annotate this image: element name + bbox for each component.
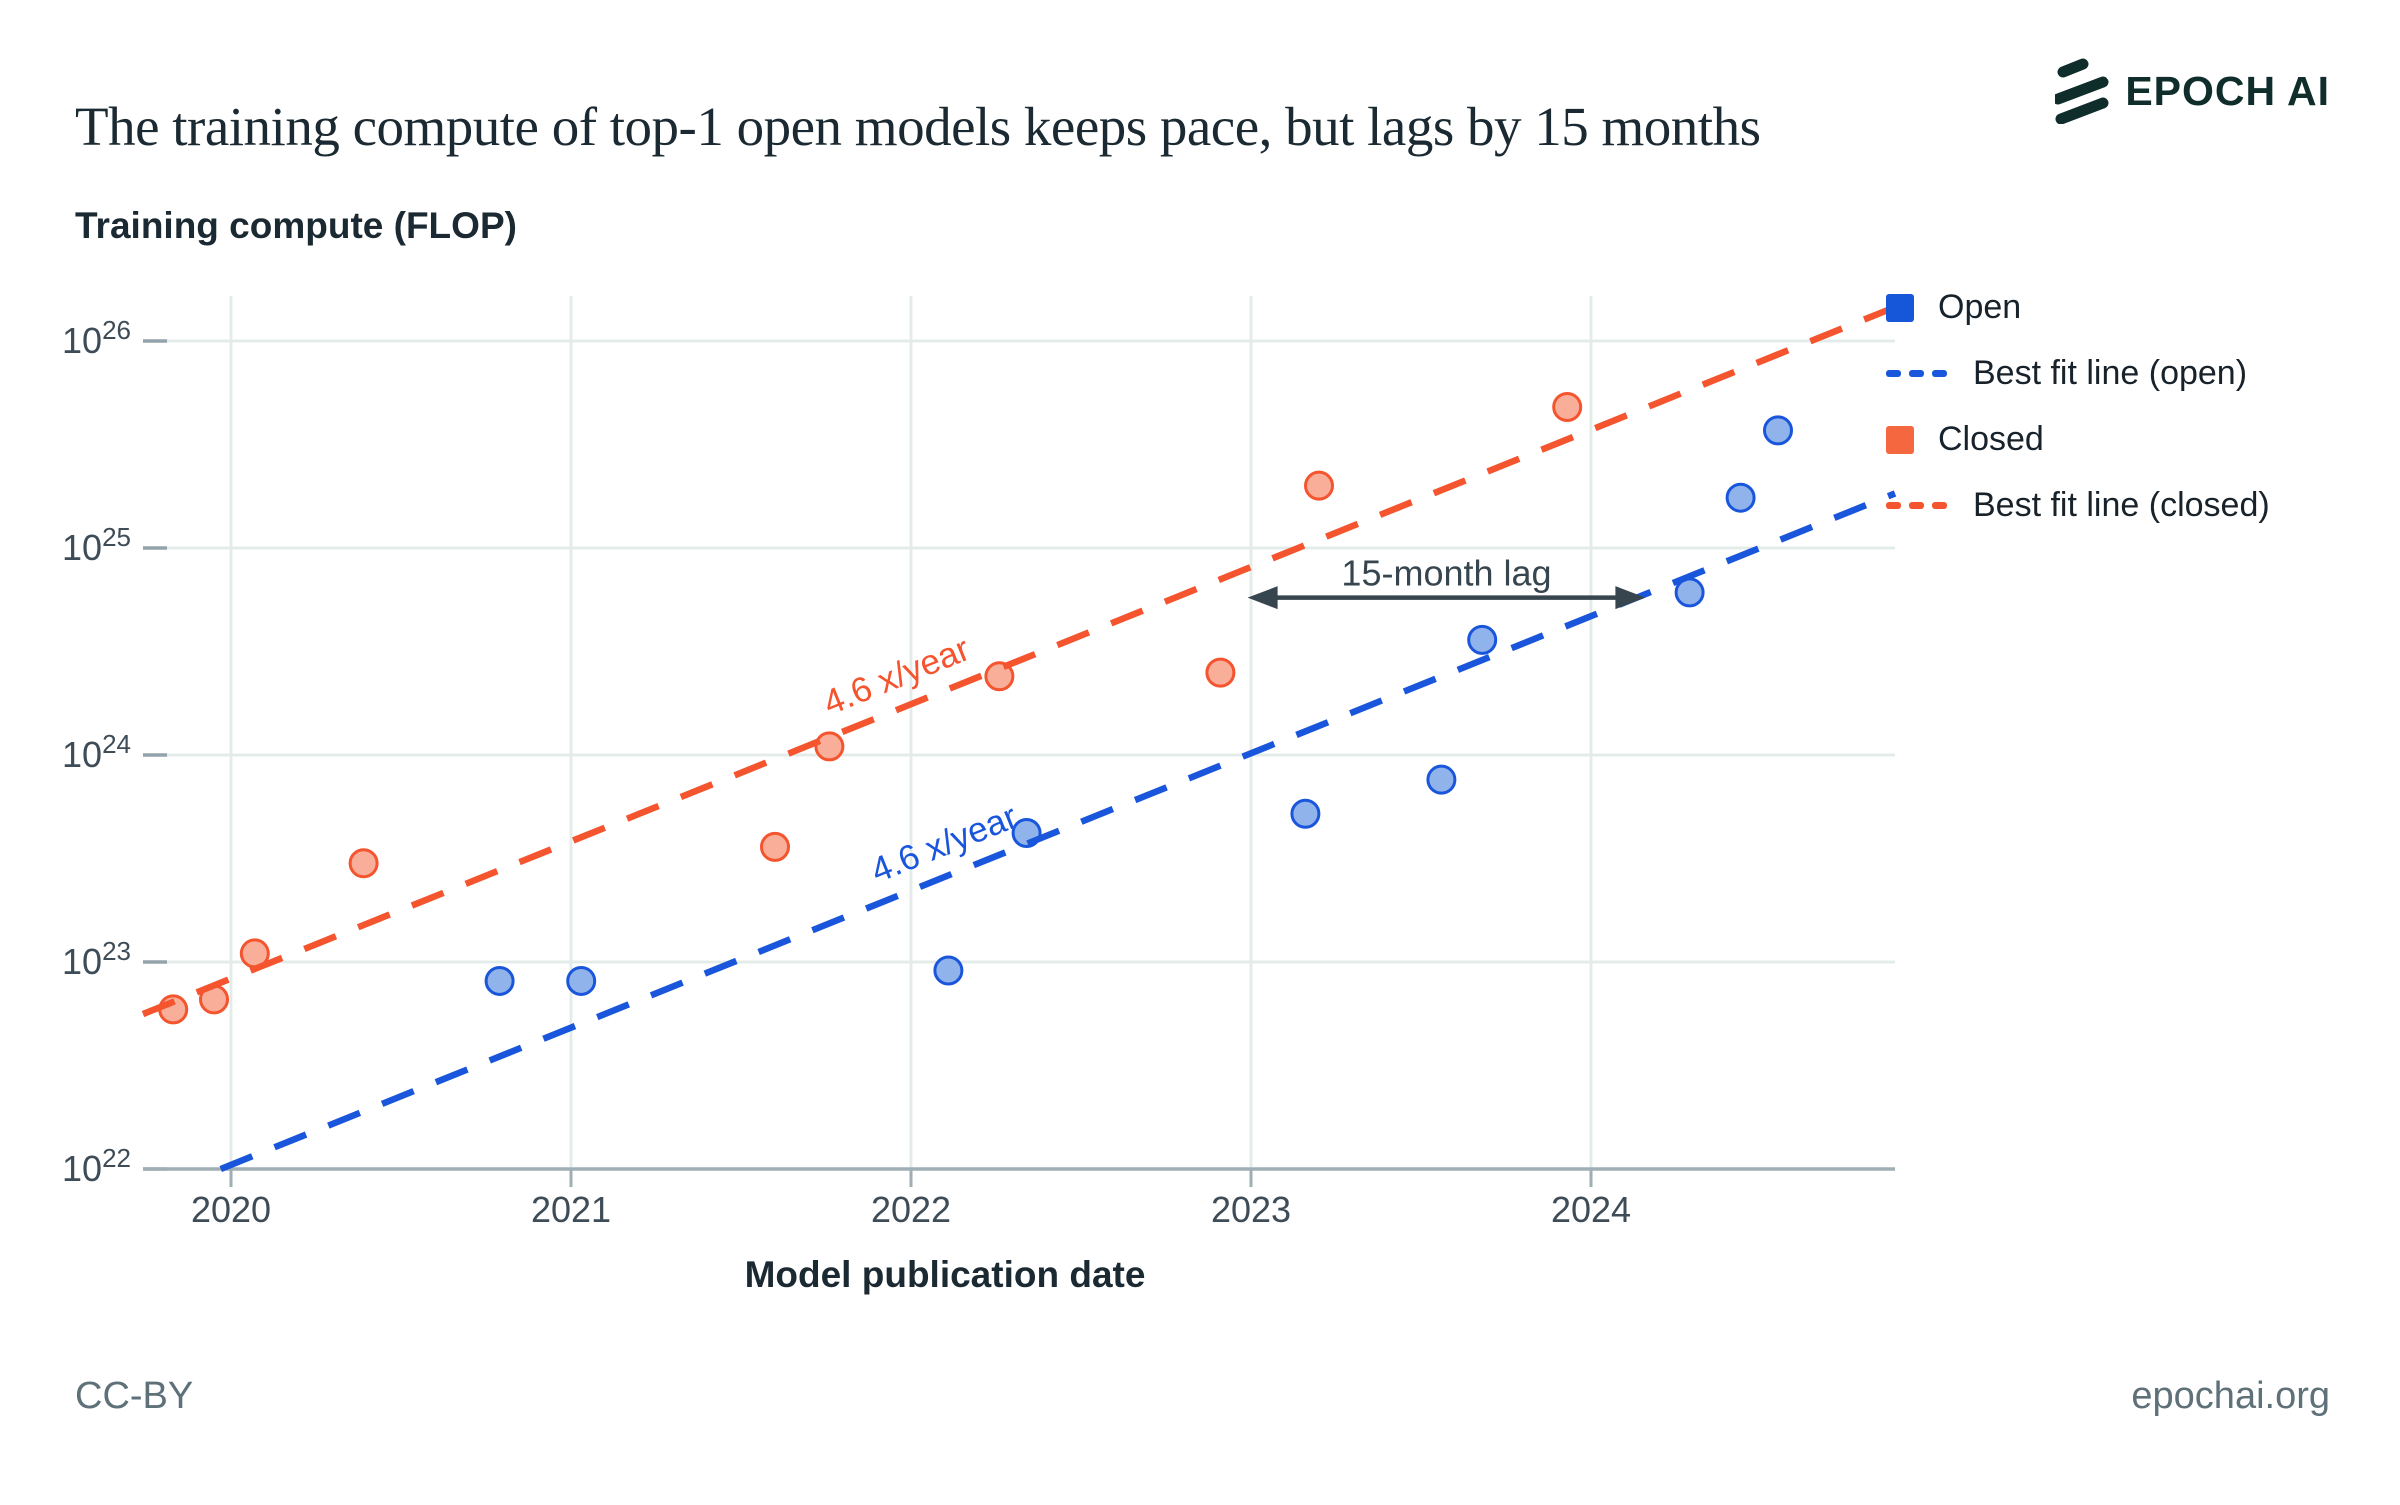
data-point-closed <box>984 661 1015 692</box>
data-point-open <box>933 955 964 986</box>
legend-item-closed: Closed <box>1886 420 2270 459</box>
best-fit-line-open <box>219 490 1897 1173</box>
legend-label: Closed <box>1938 420 2044 458</box>
lag-arrowhead-left <box>1247 586 1278 610</box>
best-fit-line-closed <box>141 304 1897 1018</box>
y-tick-label: 1023 <box>62 936 131 982</box>
footer-site: epochai.org <box>2131 1375 2330 1417</box>
x-axis-title: Model publication date <box>744 1254 1146 1295</box>
y-tick-label: 1025 <box>62 522 131 568</box>
legend-item-open: Open <box>1886 288 2270 327</box>
legend-label: Best fit line (closed) <box>1973 486 2270 524</box>
legend: Open Best fit line (open) Closed Best fi… <box>1886 288 2270 525</box>
y-tick-label: 1026 <box>62 315 131 361</box>
data-point-open <box>484 965 515 996</box>
y-tick-label: 1024 <box>62 729 131 775</box>
data-point-open <box>566 965 597 996</box>
x-tick-label: 2021 <box>531 1189 611 1230</box>
dashed-line-closed-icon <box>1886 502 1947 509</box>
legend-label: Open <box>1938 288 2022 326</box>
x-tick-label: 2023 <box>1211 1189 1291 1230</box>
data-point-open <box>1290 798 1321 829</box>
data-point-closed <box>1205 657 1236 688</box>
lag-arrowhead-right <box>1615 586 1646 610</box>
x-tick-label: 2020 <box>191 1189 271 1230</box>
closed-swatch-icon <box>1886 425 1914 454</box>
y-axis-title: Training compute (FLOP) <box>75 205 517 246</box>
footer: CC-BY epochai.org <box>75 1375 2330 1418</box>
data-point-open <box>1467 624 1498 655</box>
data-point-open <box>1763 415 1793 446</box>
lag-label: 15-month lag <box>1341 552 1551 593</box>
x-tick-label: 2022 <box>871 1189 951 1230</box>
y-tick-label: 1022 <box>62 1143 131 1189</box>
data-point-closed <box>760 831 790 862</box>
data-point-closed <box>1552 391 1583 422</box>
brand-logo: EPOCH AI <box>2052 58 2330 125</box>
open-swatch-icon <box>1886 293 1914 322</box>
x-tick-label: 2024 <box>1551 1189 1631 1230</box>
legend-item-best-fit-closed: Best fit line (closed) <box>1886 486 2270 525</box>
dashed-line-open-icon <box>1886 370 1947 377</box>
legend-item-best-fit-open: Best fit line (open) <box>1886 354 2270 393</box>
data-point-open <box>1426 764 1457 795</box>
legend-label: Best fit line (open) <box>1973 354 2248 392</box>
data-point-closed <box>348 848 379 879</box>
epoch-logo-icon <box>2052 58 2109 125</box>
brand-name: EPOCH AI <box>2125 67 2330 114</box>
data-point-closed <box>814 731 845 762</box>
footer-license: CC-BY <box>75 1375 194 1417</box>
page-title: The training compute of top-1 open model… <box>75 95 1761 157</box>
data-point-closed <box>1304 470 1334 501</box>
data-point-open <box>1725 482 1756 513</box>
